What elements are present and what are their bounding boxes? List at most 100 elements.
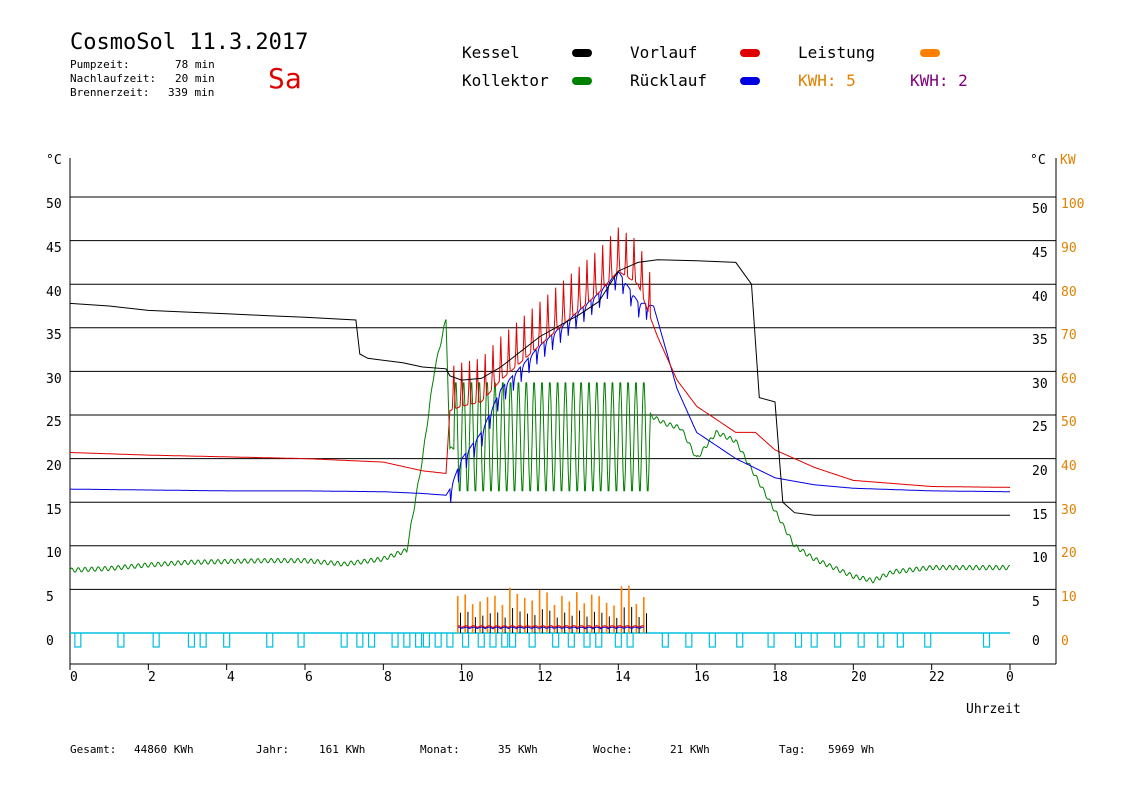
kw-tick: 80	[1061, 285, 1077, 300]
right-axis-unit: °C	[1030, 153, 1046, 168]
pump-pulse	[266, 633, 274, 648]
kw-tick: 40	[1061, 459, 1077, 474]
legend-ruecklauf-swatch	[740, 77, 760, 85]
x-axis-label: Uhrzeit	[966, 702, 1021, 717]
y-tick-right: 0	[1032, 634, 1040, 649]
pump-pulse	[356, 633, 364, 648]
pump-pulse	[489, 633, 497, 648]
monat-value: 35 KWh	[498, 743, 538, 756]
pump-pulse	[223, 633, 231, 648]
x-tick: 2	[148, 670, 156, 685]
pump-pulse	[567, 633, 575, 648]
kw-tick: 0	[1061, 634, 1069, 649]
y-tick-left: 0	[46, 634, 54, 649]
leistung-wave-red	[457, 625, 644, 629]
leistung-wave-blue	[457, 626, 644, 630]
series-ruecklauf	[70, 270, 1010, 503]
kw-axis-unit: KW	[1060, 153, 1076, 168]
pump-pulse	[508, 633, 517, 648]
pump-pulse	[446, 633, 454, 648]
x-tick: 14	[615, 670, 631, 685]
tag-label: Tag:	[779, 743, 806, 756]
legend-kwh1: KWH: 5	[798, 71, 856, 90]
x-tick: 12	[537, 670, 553, 685]
pump-pulse	[685, 633, 693, 648]
pump-pulse	[857, 633, 865, 648]
pumpzeit-label: Pumpzeit:	[70, 58, 130, 71]
x-tick: 8	[384, 670, 392, 685]
y-tick-left: 15	[46, 503, 62, 518]
pump-pulse	[199, 633, 207, 648]
pump-pulse	[834, 633, 842, 648]
y-tick-left: 5	[46, 590, 54, 605]
pump-pulse	[896, 633, 904, 648]
legend-kollektor: Kollektor	[462, 71, 549, 90]
legend-leistung-swatch	[920, 49, 940, 57]
y-tick-left: 30	[46, 372, 62, 387]
legend-leistung: Leistung	[798, 43, 876, 62]
kw-tick: 90	[1061, 241, 1077, 256]
series-kessel	[69, 259, 1010, 516]
pump-pulse	[422, 633, 431, 648]
y-tick-right: 30	[1032, 377, 1048, 392]
y-tick-left: 50	[46, 197, 62, 212]
y-tick-right: 5	[1032, 595, 1040, 610]
kw-tick: 10	[1061, 590, 1077, 605]
y-tick-right: 20	[1032, 464, 1048, 479]
pump-pulse	[117, 633, 125, 648]
pump-pulse	[391, 633, 399, 648]
pump-pulse	[552, 633, 560, 648]
pump-pulse	[187, 633, 196, 648]
y-tick-left: 45	[46, 241, 62, 256]
pump-pulse	[614, 633, 622, 648]
pump-pulse	[982, 633, 991, 648]
y-tick-right: 15	[1032, 508, 1048, 523]
woche-value: 21 KWh	[670, 743, 710, 756]
y-tick-right: 10	[1032, 551, 1048, 566]
x-tick: 20	[851, 670, 867, 685]
pump-pulse	[877, 633, 885, 648]
kw-tick: 100	[1061, 197, 1085, 212]
legend-vorlauf: Vorlauf	[630, 43, 698, 62]
jahr-value: 161 KWh	[319, 743, 366, 756]
pump-pulse	[434, 633, 442, 648]
gesamt-value: 44860 KWh	[134, 743, 194, 756]
pump-pulse	[924, 633, 932, 648]
x-tick: 18	[772, 670, 788, 685]
y-tick-right: 35	[1032, 333, 1048, 348]
weekday-label: Sa	[268, 62, 302, 95]
legend-kessel-swatch	[572, 49, 592, 57]
pump-pulse	[736, 633, 744, 648]
pump-pulse	[340, 633, 348, 648]
legend-kessel: Kessel	[462, 43, 520, 62]
chart-title: CosmoSol 11.3.2017	[70, 30, 309, 55]
y-tick-left: 10	[46, 546, 62, 561]
woche-label: Woche:	[593, 743, 633, 756]
legend-vorlauf-swatch	[740, 49, 760, 57]
x-tick: 6	[305, 670, 313, 685]
y-tick-right: 50	[1032, 202, 1048, 217]
y-tick-left: 20	[46, 459, 62, 474]
series-kollektor	[69, 319, 1011, 584]
y-tick-left: 25	[46, 415, 62, 430]
nachlaufzeit-value: 20 min	[175, 72, 215, 85]
x-tick: 10	[458, 670, 474, 685]
x-tick: 22	[929, 670, 945, 685]
nachlaufzeit-label: Nachlaufzeit:	[70, 72, 157, 85]
y-tick-right: 25	[1032, 420, 1048, 435]
brennerzeit-value: 339 min	[168, 86, 215, 99]
x-tick: 0	[1006, 670, 1014, 685]
kw-tick: 60	[1061, 372, 1077, 387]
pump-pulse	[767, 633, 775, 648]
series-vorlauf	[70, 227, 1010, 488]
gesamt-label: Gesamt:	[70, 743, 117, 756]
pump-pulse	[583, 633, 591, 648]
brennerzeit-label: Brennerzeit:	[70, 86, 150, 99]
pump-pulse	[501, 633, 509, 648]
x-tick: 16	[694, 670, 710, 685]
left-axis-unit: °C	[46, 153, 62, 168]
jahr-label: Jahr:	[256, 743, 290, 756]
legend-kwh2: KWH: 2	[910, 71, 968, 90]
pump-pulse	[595, 633, 603, 648]
